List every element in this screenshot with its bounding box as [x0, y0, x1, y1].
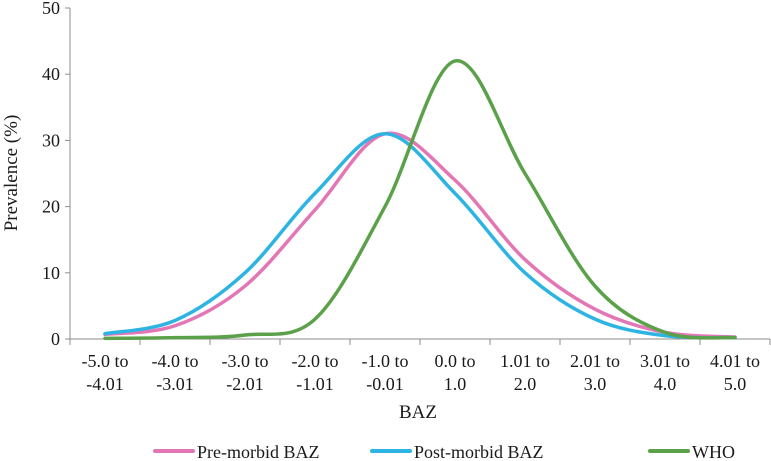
x-tick-label: 1.01 to 2.0	[500, 351, 550, 394]
x-tick-label: -4.0 to -3.01	[152, 351, 199, 394]
legend-label-who: WHO	[692, 442, 735, 461]
x-tick-label: -2.0 to -1.01	[292, 351, 339, 394]
y-tick-label: 20	[42, 197, 60, 217]
x-tick-label: 0.0 to 1.0	[434, 351, 475, 394]
legend: Pre-morbid BAZ Post-morbid BAZ WHO	[153, 442, 735, 461]
x-axis-title: BAZ	[399, 402, 437, 423]
x-axis-ticks: -5.0 to -4.01 -4.0 to -3.01 -3.0 to -2.01 -2.0…	[69, 339, 771, 394]
y-tick-label: 0	[51, 329, 60, 349]
series-line-who	[103, 59, 737, 341]
x-tick-label: 4.01 to 5.0	[710, 351, 760, 394]
y-axis-title: Prevalence (%)	[1, 115, 22, 232]
y-tick-label: 30	[42, 130, 60, 150]
y-tick-label: 40	[42, 64, 60, 84]
x-tick-label: -1.0 to -0.01	[362, 351, 409, 394]
y-tick-label: 50	[42, 0, 60, 18]
y-axis-ticks: 0 10 20 30 40 50	[42, 0, 70, 349]
series-line-post-morbid-baz	[103, 132, 737, 340]
series-layer	[103, 59, 737, 341]
x-tick-label: -5.0 to -4.01	[82, 351, 129, 394]
legend-label-post-morbid-baz: Post-morbid BAZ	[414, 442, 544, 461]
x-tick-label: 3.01 to 4.0	[640, 351, 690, 394]
x-tick-label: 2.01 to 3.0	[570, 351, 620, 394]
x-tick-label: -3.0 to -2.01	[222, 351, 269, 394]
legend-label-pre-morbid-baz: Pre-morbid BAZ	[197, 442, 319, 461]
y-tick-label: 10	[42, 263, 60, 283]
